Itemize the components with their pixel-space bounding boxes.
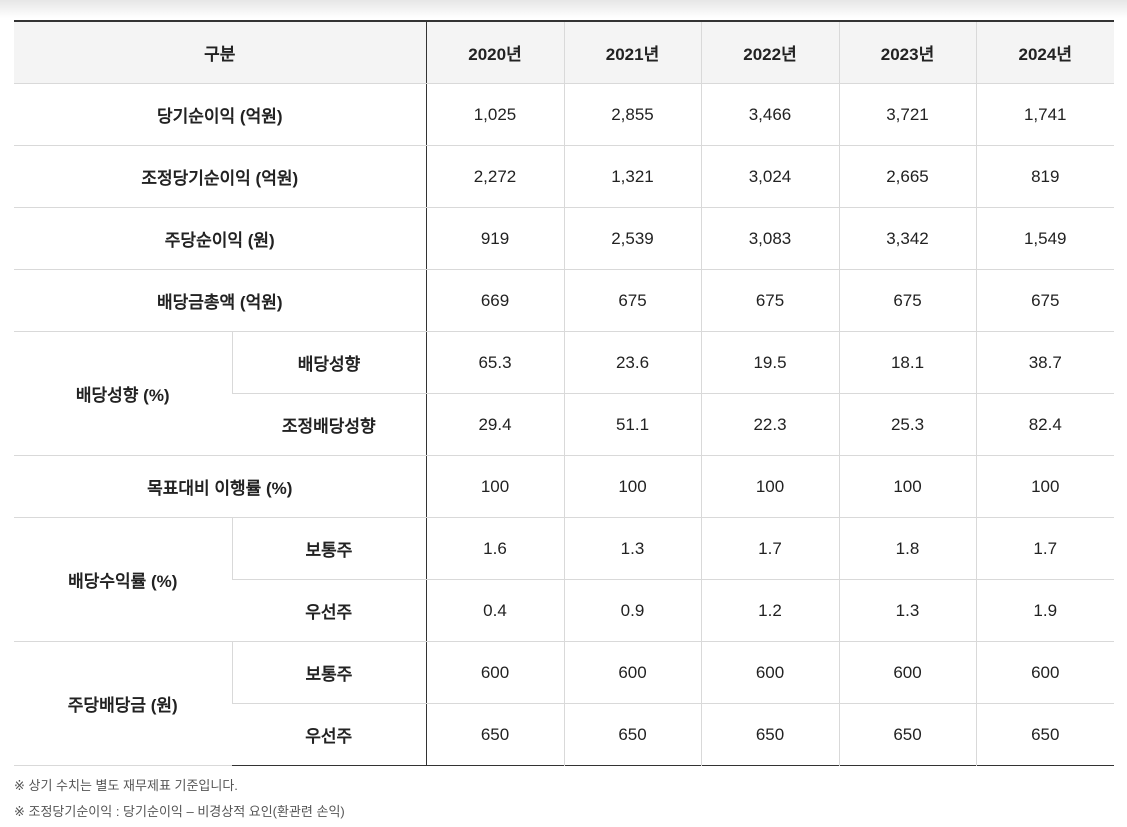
cell-value: 100 — [975, 455, 1114, 518]
cell-value: 819 — [975, 145, 1114, 208]
cell-value: 1,025 — [425, 83, 564, 146]
table-row: 우선주 0.4 0.9 1.2 1.3 1.9 — [14, 579, 1114, 642]
group-label: 주당배당금 (원) — [14, 641, 232, 766]
cell-value: 100 — [425, 455, 564, 518]
group-label: 배당성향 (%) — [14, 331, 232, 456]
row-label: 목표대비 이행률 (%) — [14, 455, 427, 518]
cell-value: 600 — [563, 641, 701, 704]
table-row: 배당수익률 (%) 보통주 1.6 1.3 1.7 1.8 1.7 — [14, 517, 1114, 642]
cell-value: 675 — [700, 269, 839, 332]
cell-value: 2,539 — [563, 207, 701, 270]
cell-value: 650 — [425, 703, 564, 766]
footnote: ※ 상기 수치는 별도 재무제표 기준입니다. — [14, 778, 238, 793]
cell-value: 1.3 — [838, 579, 976, 642]
cell-value: 600 — [425, 641, 564, 704]
cell-value: 669 — [425, 269, 564, 332]
cell-value: 1.3 — [563, 517, 701, 580]
table-row: 조정당기순이익 (억원) 2,272 1,321 3,024 2,665 819 — [14, 145, 1114, 208]
cell-value: 0.9 — [563, 579, 701, 642]
cell-value: 82.4 — [975, 393, 1114, 456]
table-row: 주당순이익 (원) 919 2,539 3,083 3,342 1,549 — [14, 207, 1114, 270]
cell-value: 650 — [975, 703, 1114, 766]
header-year: 2021년 — [563, 21, 701, 84]
header-year: 2023년 — [838, 21, 976, 84]
sub-label: 배당성향 — [231, 331, 427, 394]
cell-value: 100 — [838, 455, 976, 518]
cell-value: 3,083 — [700, 207, 839, 270]
table-row: 우선주 650 650 650 650 650 — [14, 703, 1114, 766]
cell-value: 3,466 — [700, 83, 839, 146]
cell-value: 600 — [975, 641, 1114, 704]
cell-value: 18.1 — [838, 331, 976, 394]
table-row: 배당금총액 (억원) 669 675 675 675 675 — [14, 269, 1114, 332]
cell-value: 2,665 — [838, 145, 976, 208]
cell-value: 650 — [700, 703, 839, 766]
footnote: ※ 조정당기순이익 : 당기순이익 – 비경상적 요인(환관련 손익) — [14, 804, 345, 819]
cell-value: 1.6 — [425, 517, 564, 580]
header-row: 구분 2020년 2021년 2022년 2023년 2024년 — [14, 21, 1114, 84]
cell-value: 3,342 — [838, 207, 976, 270]
cell-value: 23.6 — [563, 331, 701, 394]
top-shadow — [0, 0, 1127, 18]
cell-value: 1.7 — [975, 517, 1114, 580]
cell-value: 1,321 — [563, 145, 701, 208]
sub-label: 보통주 — [231, 517, 427, 580]
header-year: 2022년 — [700, 21, 839, 84]
cell-value: 675 — [975, 269, 1114, 332]
cell-value: 675 — [563, 269, 701, 332]
cell-value: 3,721 — [838, 83, 976, 146]
cell-value: 100 — [700, 455, 839, 518]
sub-label: 조정배당성향 — [232, 393, 427, 456]
cell-value: 38.7 — [975, 331, 1114, 394]
cell-value: 65.3 — [425, 331, 564, 394]
header-year: 2020년 — [425, 21, 564, 84]
cell-value: 1,741 — [975, 83, 1114, 146]
row-label: 배당금총액 (억원) — [14, 269, 427, 332]
cell-value: 3,024 — [700, 145, 839, 208]
sub-label: 우선주 — [232, 703, 427, 766]
cell-value: 0.4 — [425, 579, 564, 642]
cell-value: 650 — [838, 703, 976, 766]
cell-value: 1,549 — [975, 207, 1114, 270]
table-row: 목표대비 이행률 (%) 100 100 100 100 100 — [14, 455, 1114, 518]
cell-value: 1.7 — [700, 517, 839, 580]
cell-value: 600 — [700, 641, 839, 704]
cell-value: 22.3 — [700, 393, 839, 456]
cell-value: 100 — [563, 455, 701, 518]
cell-value: 675 — [838, 269, 976, 332]
cell-value: 1.8 — [838, 517, 976, 580]
row-label: 주당순이익 (원) — [14, 207, 427, 270]
cell-value: 919 — [425, 207, 564, 270]
cell-value: 2,272 — [425, 145, 564, 208]
table-row: 당기순이익 (억원) 1,025 2,855 3,466 3,721 1,741 — [14, 83, 1114, 146]
cell-value: 29.4 — [425, 393, 564, 456]
table-row: 조정배당성향 29.4 51.1 22.3 25.3 82.4 — [14, 393, 1114, 456]
dividend-table: 구분 2020년 2021년 2022년 2023년 2024년 당기순이익 (… — [14, 20, 1114, 766]
sub-label: 우선주 — [232, 579, 427, 642]
cell-value: 51.1 — [563, 393, 701, 456]
header-year: 2024년 — [975, 21, 1114, 84]
table-row: 주당배당금 (원) 보통주 600 600 600 600 600 — [14, 641, 1114, 766]
table-row: 배당성향 (%) 배당성향 65.3 23.6 19.5 18.1 38.7 — [14, 331, 1114, 456]
row-label: 조정당기순이익 (억원) — [14, 145, 427, 208]
cell-value: 1.2 — [700, 579, 839, 642]
sub-label: 보통주 — [231, 641, 427, 704]
group-label: 배당수익률 (%) — [14, 517, 232, 642]
header-category: 구분 — [14, 21, 427, 84]
cell-value: 19.5 — [700, 331, 839, 394]
cell-value: 2,855 — [563, 83, 701, 146]
footnotes: ※ 상기 수치는 별도 재무제표 기준입니다. ※ 조정당기순이익 : 당기순이… — [14, 773, 1114, 825]
cell-value: 1.9 — [975, 579, 1114, 642]
cell-value: 600 — [838, 641, 976, 704]
row-label: 당기순이익 (억원) — [14, 83, 427, 146]
cell-value: 25.3 — [838, 393, 976, 456]
cell-value: 650 — [563, 703, 701, 766]
